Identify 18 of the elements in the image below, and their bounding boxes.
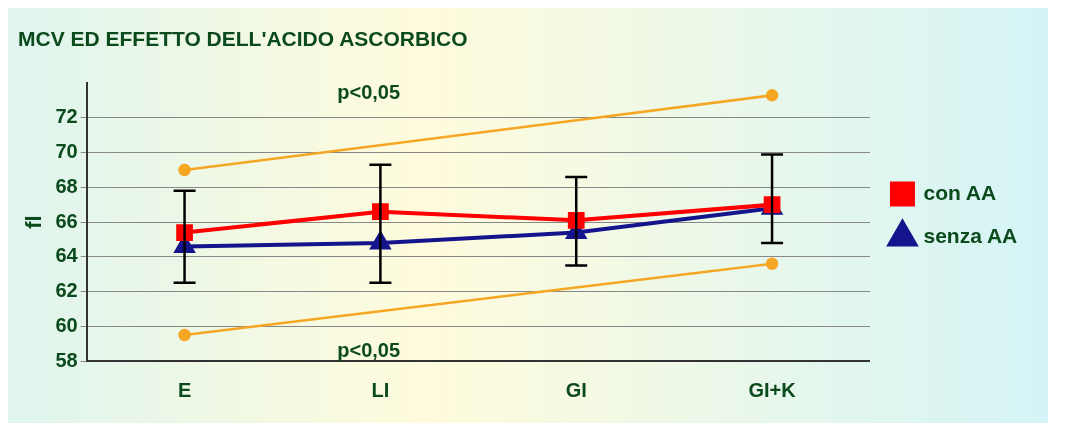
y-axis-title: fl (21, 215, 47, 229)
x-tick-label: GI (565, 378, 587, 401)
annotation: p<0,05 (337, 81, 401, 104)
chart-title: MCV ED EFFETTO DELL'ACIDO ASCORBICO (18, 27, 468, 51)
x-tick-label: LI (371, 378, 390, 401)
annotation: p<0,05 (337, 339, 401, 361)
y-tick-label: 60 (55, 313, 78, 336)
y-tick-label: 68 (55, 174, 78, 197)
legend-label: con AA (923, 180, 997, 204)
x-tick-label: GI+K (748, 378, 797, 401)
y-tick-label: 58 (55, 348, 78, 371)
legend-label: senza AA (923, 223, 1018, 247)
y-tick-label: 66 (55, 209, 78, 232)
y-tick-label: 62 (55, 279, 78, 302)
y-tick-label: 70 (55, 140, 78, 163)
x-tick-label: E (177, 378, 192, 401)
y-tick-label: 72 (55, 105, 78, 128)
y-tick-label: 64 (55, 244, 79, 267)
